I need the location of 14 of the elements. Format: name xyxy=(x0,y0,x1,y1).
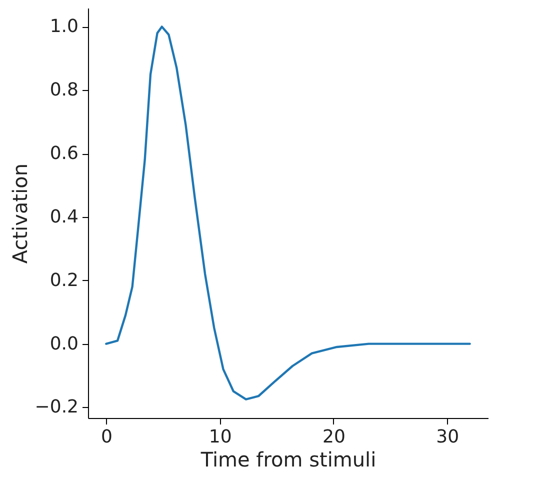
y-tick-label: 1.0 xyxy=(50,16,78,38)
x-tick-label: 0 xyxy=(100,426,112,448)
x-tick-label: 10 xyxy=(208,426,232,448)
line-series xyxy=(105,26,471,400)
y-tick-label: 0.6 xyxy=(50,143,78,164)
x-axis-title: Time from stimuli xyxy=(200,448,376,472)
x-tick-label: 20 xyxy=(322,426,346,448)
y-axis-title: Activation xyxy=(8,163,32,264)
x-tick-label: 30 xyxy=(436,426,460,448)
y-tick-label: 0.8 xyxy=(50,80,78,101)
y-tick-label: −0.2 xyxy=(34,396,78,418)
y-tick-label: 0.4 xyxy=(50,206,78,228)
y-tick-label: 0.0 xyxy=(50,333,78,354)
y-tick-label: 0.2 xyxy=(50,270,78,291)
